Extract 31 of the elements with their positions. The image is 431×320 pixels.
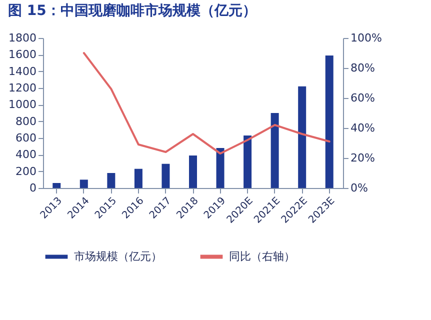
y2-tick-label: 20% xyxy=(350,152,375,164)
y-tick-label: 400 xyxy=(16,148,36,162)
legend-label: 同比（右轴） xyxy=(229,250,295,263)
bar xyxy=(80,180,88,188)
y2-tick-label: 40% xyxy=(350,122,375,134)
bar xyxy=(244,136,252,188)
y-tick-label: 0 xyxy=(30,182,36,194)
y2-tick-label: 100% xyxy=(350,32,382,44)
legend-label: 市场规模（亿元） xyxy=(74,250,162,263)
bar xyxy=(270,113,279,188)
bar xyxy=(162,164,170,188)
bar xyxy=(298,86,306,188)
bar xyxy=(52,183,61,188)
y-tick-label: 800 xyxy=(16,114,36,128)
bar xyxy=(107,173,116,188)
y-tick-label: 200 xyxy=(16,164,36,178)
y-tick-label: 1400 xyxy=(8,64,36,78)
line-series xyxy=(82,52,330,154)
y-tick-label: 1600 xyxy=(8,48,36,62)
bar xyxy=(189,156,197,188)
y2-tick-label: 0% xyxy=(350,182,368,194)
bar xyxy=(134,168,142,188)
y-tick-label: 600 xyxy=(16,132,36,144)
chart-title: 图 15：中国现磨咖啡市场规模（亿元） xyxy=(8,2,256,19)
y-tick-label: 1200 xyxy=(8,82,36,94)
y-tick-label: 1000 xyxy=(8,98,36,112)
y2-tick-label: 60% xyxy=(350,92,375,104)
bar xyxy=(325,56,334,188)
bar xyxy=(216,148,224,188)
y-tick-label: 1800 xyxy=(8,32,36,44)
y2-tick-label: 80% xyxy=(350,62,375,74)
